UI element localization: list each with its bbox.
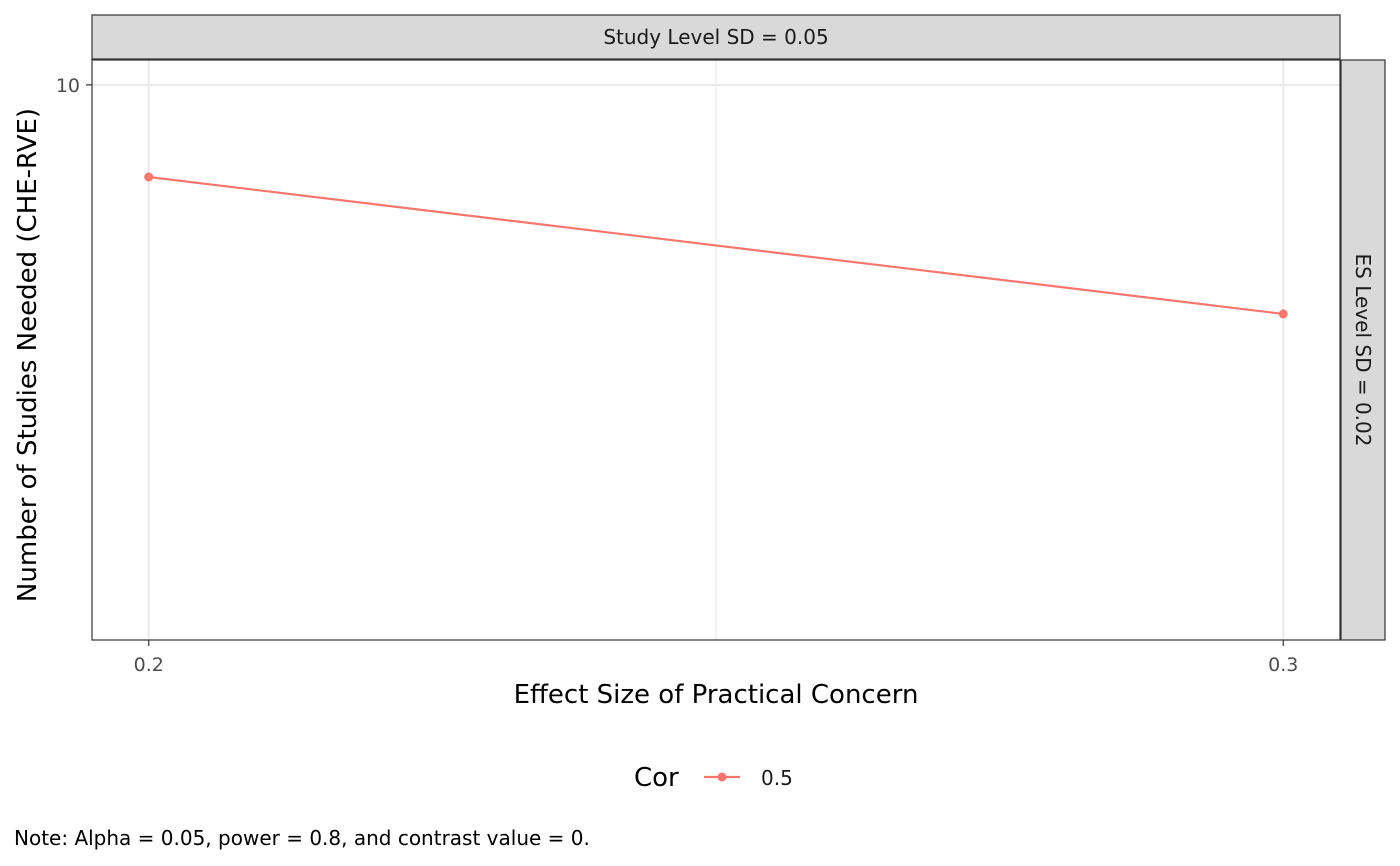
x-tick-label: 0.2 xyxy=(134,654,164,676)
data-point xyxy=(144,172,154,182)
facet-strip-top xyxy=(91,14,1341,60)
x-axis-title: Effect Size of Practical Concern xyxy=(514,680,919,710)
grid-layer xyxy=(92,60,1340,640)
legend: Cor 0.5 xyxy=(634,763,793,793)
y-tick-label: 10 xyxy=(56,75,80,97)
legend-label: 0.5 xyxy=(761,766,793,790)
x-axis: 0.2 0.3 xyxy=(134,640,1298,676)
series-line xyxy=(148,175,1284,315)
data-point xyxy=(1278,309,1288,319)
y-axis: 10 xyxy=(56,75,92,97)
legend-key-point xyxy=(717,772,727,782)
y-axis-title: Number of Studies Needed (CHE-RVE) xyxy=(13,108,43,602)
legend-title: Cor xyxy=(634,763,679,793)
caption: Note: Alpha = 0.05, power = 0.8, and con… xyxy=(14,826,590,850)
x-tick-label: 0.3 xyxy=(1268,654,1298,676)
plot-panel-border xyxy=(91,59,1341,641)
facet-strip-top-label: Study Level SD = 0.05 xyxy=(603,25,828,49)
series-layer xyxy=(144,172,1288,319)
facet-strip-right xyxy=(1340,59,1386,641)
facet-strip-right-label: ES Level SD = 0.02 xyxy=(1351,254,1375,447)
